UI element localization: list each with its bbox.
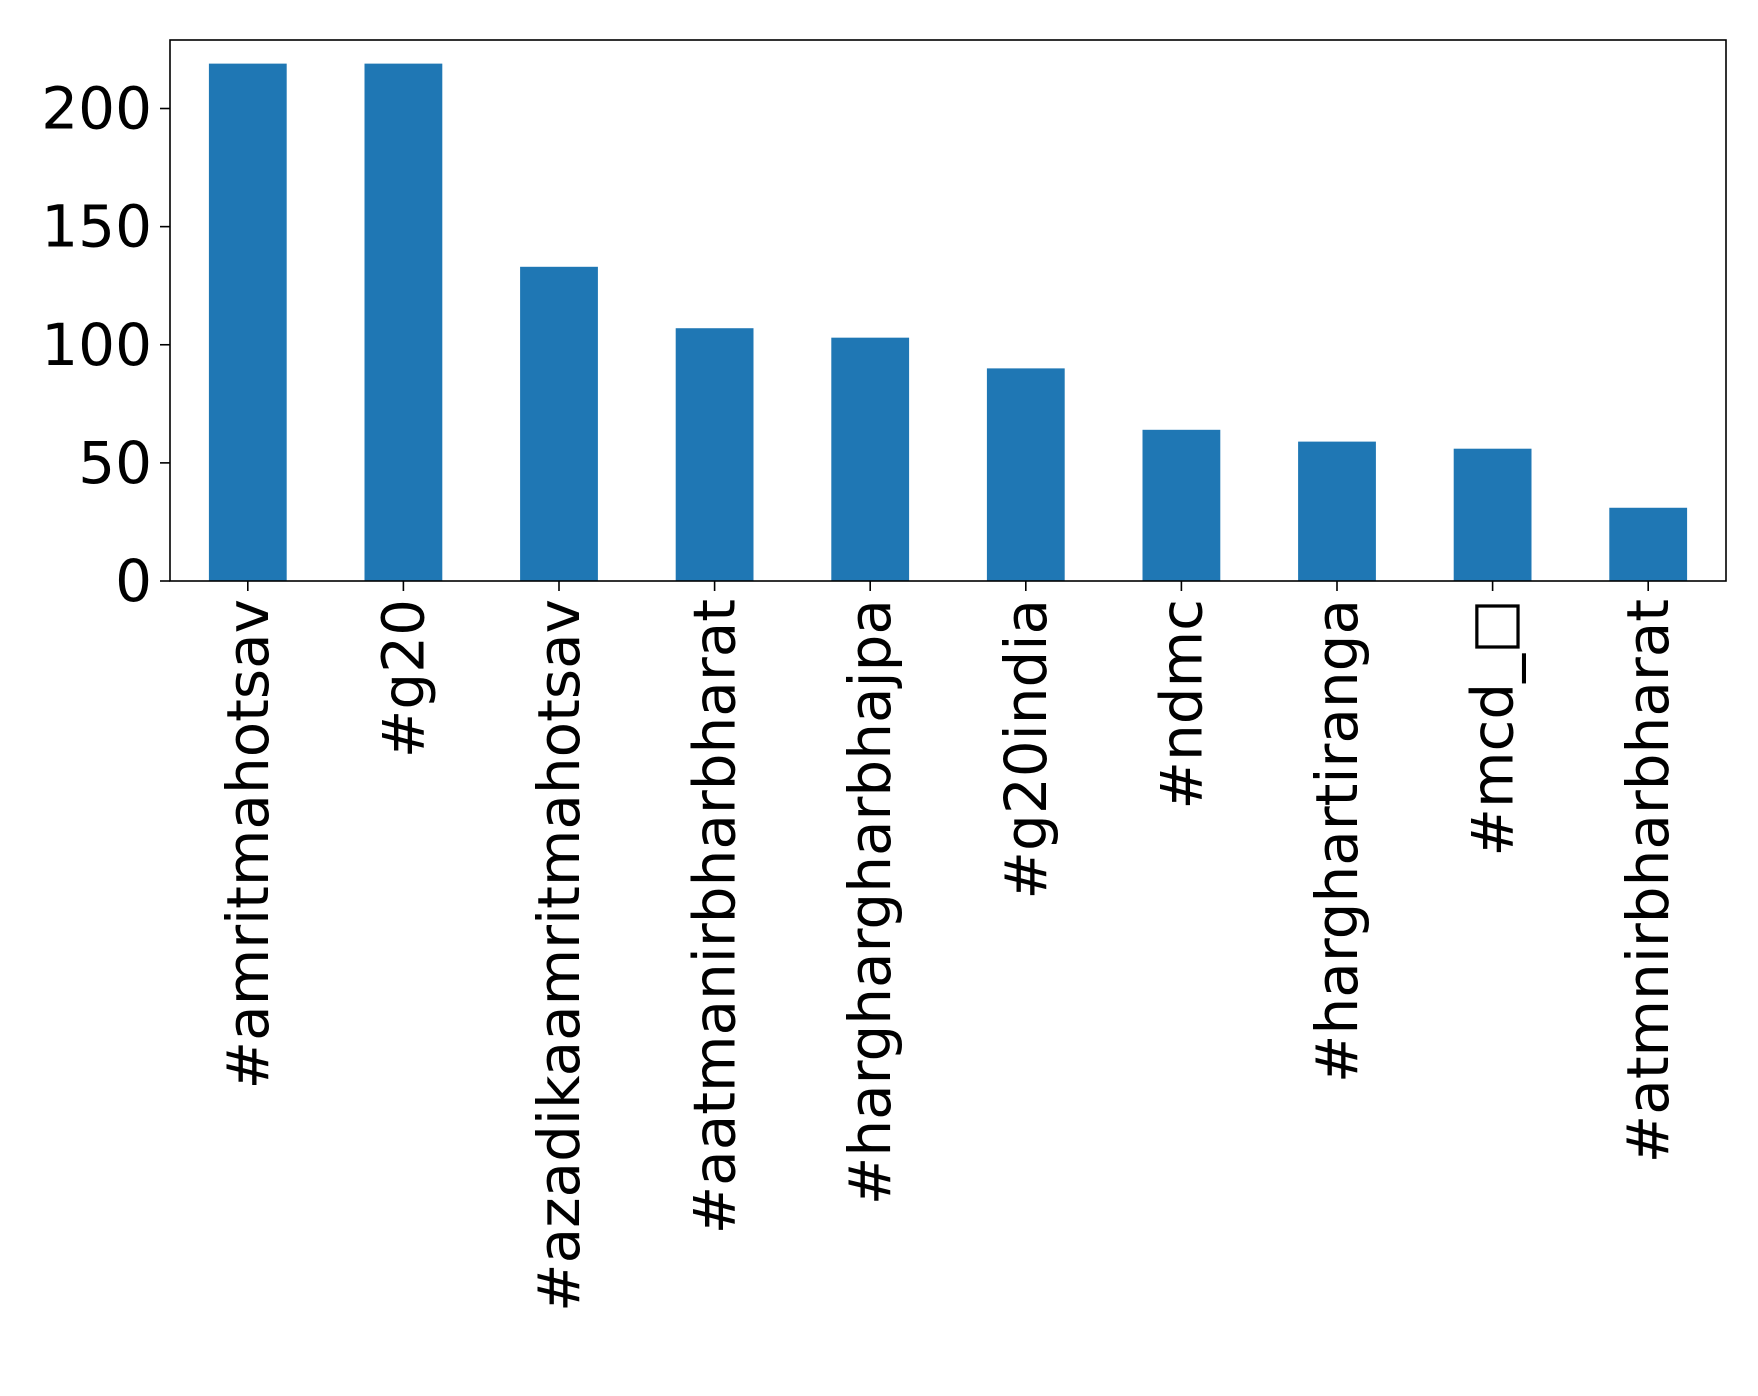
bar — [1298, 441, 1376, 581]
x-tick-label: #harghartiranga — [1303, 599, 1371, 1083]
bar — [208, 63, 287, 582]
x-tick-label: #atmnirbharbharat — [1614, 599, 1682, 1163]
x-tick-label: #azadikaamritmahotsav — [525, 599, 593, 1312]
x-tick-label: #aatmanirbharbharat — [681, 599, 749, 1234]
x-tick-label: #amritmahotsav — [214, 599, 282, 1089]
bars-layer — [208, 63, 1688, 582]
y-axis: 0 50 100 150 200 — [41, 75, 170, 615]
bar — [1453, 448, 1532, 581]
bar — [520, 266, 598, 581]
bar — [986, 368, 1065, 581]
x-tick-label: #g20 — [369, 599, 437, 758]
bar — [1609, 507, 1688, 581]
x-tick-label: #harghargharbhajpa — [836, 599, 904, 1205]
y-tick-label: 100 — [41, 311, 152, 379]
x-tick-label: #g20india — [992, 599, 1060, 900]
y-tick-label: 150 — [41, 193, 152, 261]
x-tick-label: #mcd_□ — [1459, 599, 1527, 857]
bar — [1142, 429, 1221, 581]
x-tick-label: #ndmc — [1147, 599, 1215, 810]
bar — [675, 328, 754, 581]
bar — [364, 63, 443, 582]
x-axis: #amritmahotsav #g20 #azadikaamritmahotsav #… — [214, 581, 1682, 1312]
y-tick-label: 200 — [41, 75, 152, 143]
bar — [831, 337, 910, 581]
y-tick-label: 50 — [78, 429, 152, 497]
plot-frame — [169, 39, 1727, 582]
y-tick-label: 0 — [115, 547, 152, 615]
